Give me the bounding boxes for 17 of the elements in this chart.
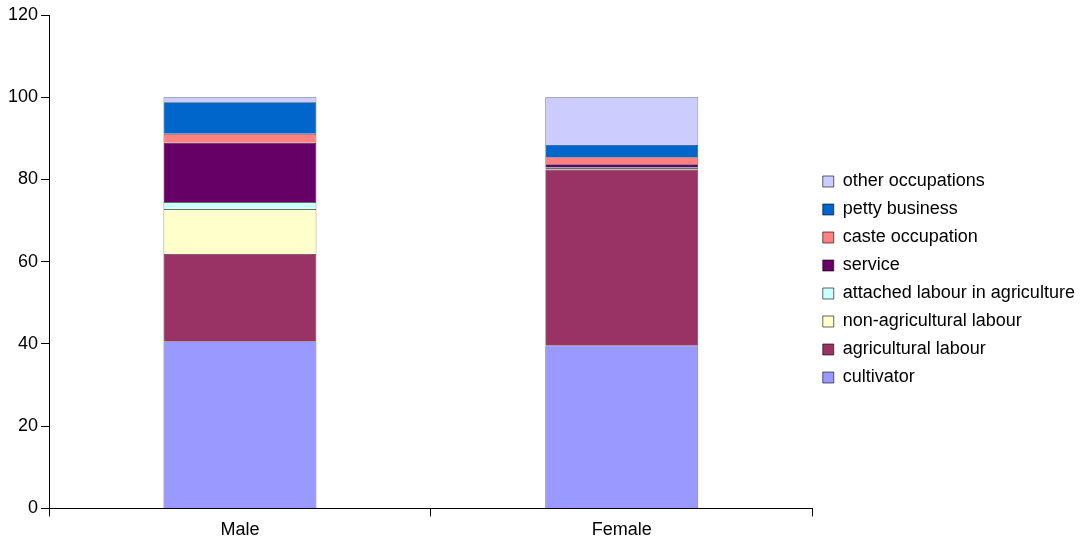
y-tick-label: 120 (7, 3, 39, 24)
y-tick-label: 80 (18, 168, 39, 189)
legend-label: other occupations (842, 170, 985, 191)
legend-label: non-agricultural labour (842, 310, 1022, 331)
y-tick-label: 40 (18, 332, 39, 353)
y-tick-label: 60 (18, 250, 39, 271)
legend-label: agricultural labour (842, 338, 986, 359)
y-tick-label: 20 (18, 415, 39, 436)
y-tick-label: 100 (7, 86, 39, 107)
legend-label: service (842, 254, 900, 275)
y-tick-label: 0 (28, 497, 39, 518)
legend-label: attached labour in agriculture (842, 282, 1075, 303)
legend-label: caste occupation (842, 226, 978, 247)
x-tick-label: Male (220, 519, 260, 540)
x-tick-label: Female (591, 519, 652, 540)
legend-label: petty business (842, 198, 958, 219)
legend-label: cultivator (842, 366, 915, 387)
